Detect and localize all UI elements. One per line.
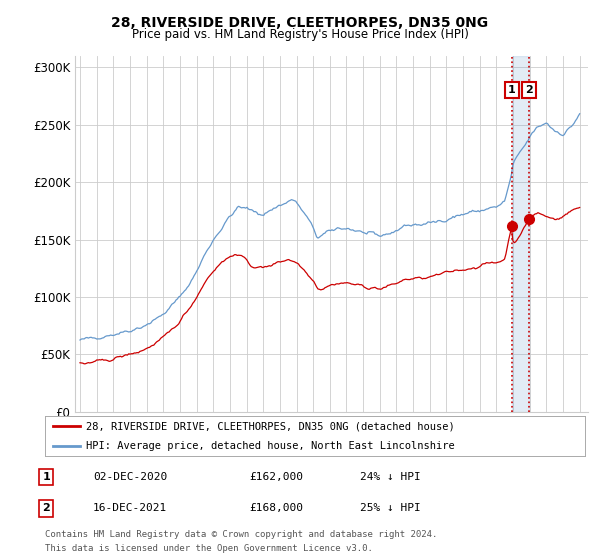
Bar [512,56,529,412]
Text: 2: 2 [43,503,50,514]
Text: Price paid vs. HM Land Registry's House Price Index (HPI): Price paid vs. HM Land Registry's House … [131,28,469,41]
Text: 28, RIVERSIDE DRIVE, CLEETHORPES, DN35 0NG (detached house): 28, RIVERSIDE DRIVE, CLEETHORPES, DN35 0… [86,421,454,431]
Text: HPI: Average price, detached house, North East Lincolnshire: HPI: Average price, detached house, Nort… [86,441,454,451]
Text: £168,000: £168,000 [249,503,303,514]
Text: £162,000: £162,000 [249,472,303,482]
Text: 16-DEC-2021: 16-DEC-2021 [93,503,167,514]
Text: Contains HM Land Registry data © Crown copyright and database right 2024.: Contains HM Land Registry data © Crown c… [45,530,437,539]
Text: This data is licensed under the Open Government Licence v3.0.: This data is licensed under the Open Gov… [45,544,373,553]
Text: 28, RIVERSIDE DRIVE, CLEETHORPES, DN35 0NG: 28, RIVERSIDE DRIVE, CLEETHORPES, DN35 0… [112,16,488,30]
Text: 24% ↓ HPI: 24% ↓ HPI [360,472,421,482]
Text: 25% ↓ HPI: 25% ↓ HPI [360,503,421,514]
Text: 02-DEC-2020: 02-DEC-2020 [93,472,167,482]
Text: 1: 1 [43,472,50,482]
Text: 2: 2 [525,85,533,95]
Text: 1: 1 [508,85,515,95]
